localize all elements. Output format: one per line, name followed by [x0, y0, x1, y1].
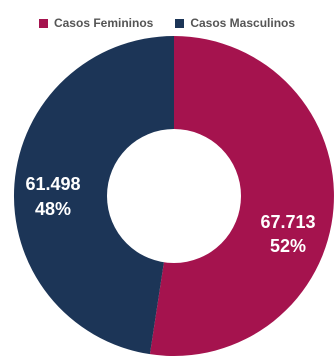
- legend-label-femininos: Casos Femininos: [53, 16, 154, 30]
- slice-femininos-value: 67.713: [260, 212, 315, 232]
- chart-legend: Casos Femininos Casos Masculinos: [0, 16, 334, 30]
- slice-masculinos-value: 61.498: [25, 174, 80, 194]
- donut-hole: [107, 129, 241, 263]
- slice-masculinos-percent: 48%: [35, 199, 71, 219]
- slice-femininos-percent: 52%: [270, 236, 306, 256]
- legend-item-femininos: Casos Femininos: [38, 16, 154, 30]
- slice-masculinos: [13, 35, 175, 355]
- legend-item-masculinos: Casos Masculinos: [175, 16, 295, 30]
- legend-label-masculinos: Casos Masculinos: [190, 16, 296, 30]
- legend-swatch-femininos: [38, 18, 48, 28]
- slice-femininos: [149, 36, 334, 357]
- legend-swatch-masculinos: [175, 18, 185, 28]
